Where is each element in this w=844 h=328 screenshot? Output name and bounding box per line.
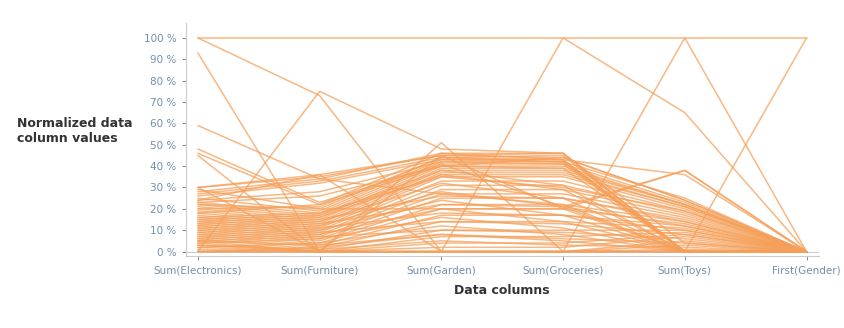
X-axis label: Data columns: Data columns <box>454 284 550 297</box>
Text: Normalized data
column values: Normalized data column values <box>17 117 133 145</box>
